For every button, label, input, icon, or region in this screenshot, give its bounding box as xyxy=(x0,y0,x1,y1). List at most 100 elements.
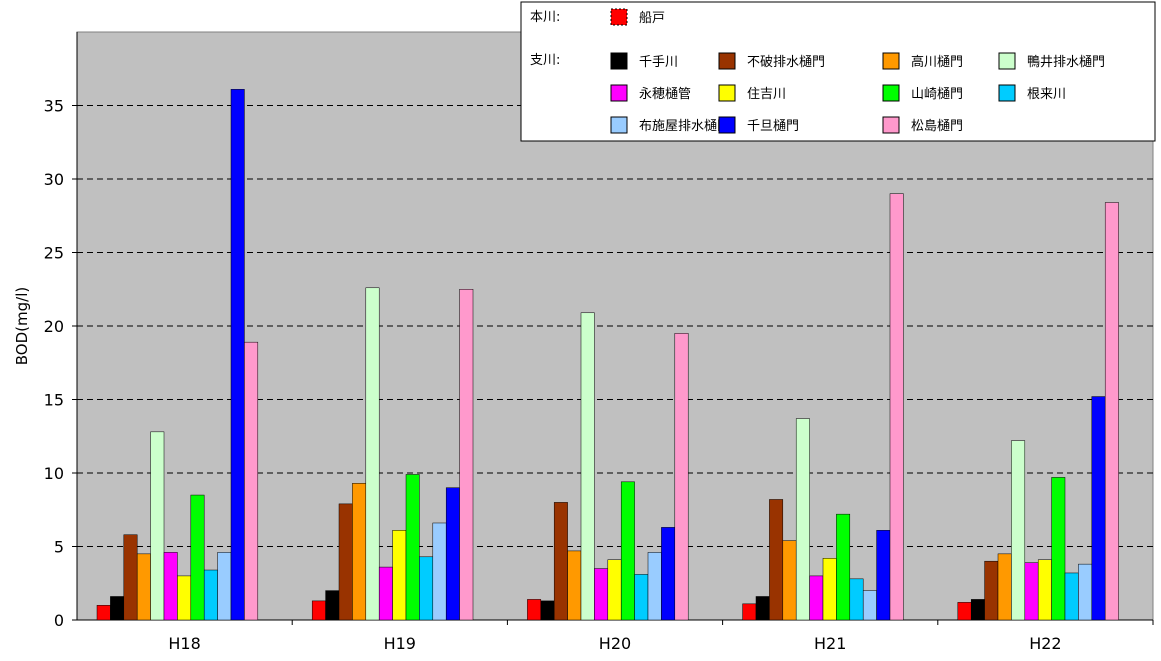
bar xyxy=(742,603,757,621)
bar xyxy=(540,600,555,621)
legend-label: 千旦樋門 xyxy=(747,118,799,134)
bar xyxy=(553,502,568,621)
bar xyxy=(392,530,407,621)
bar xyxy=(674,333,689,621)
bar xyxy=(862,590,877,621)
y-tick-label: 30 xyxy=(44,170,64,189)
bar xyxy=(607,559,622,621)
bar xyxy=(325,590,340,621)
y-tick-label: 10 xyxy=(44,464,64,483)
legend-swatch xyxy=(718,52,736,70)
bar xyxy=(1091,396,1106,621)
bar xyxy=(311,600,326,621)
bar xyxy=(647,552,662,621)
bar xyxy=(620,481,635,621)
bar xyxy=(594,568,609,621)
bar xyxy=(1037,559,1052,621)
bar xyxy=(177,575,192,621)
legend-swatch xyxy=(882,52,900,70)
y-tick-label: 0 xyxy=(54,611,64,630)
bar xyxy=(432,522,447,621)
legend-swatch xyxy=(882,84,900,102)
y-tick-label: 20 xyxy=(44,317,64,336)
legend-label: 永穂樋管 xyxy=(639,86,691,102)
legend-swatch xyxy=(718,84,736,102)
y-tick-label: 15 xyxy=(44,391,64,410)
x-tick-label: H21 xyxy=(814,634,846,653)
bar xyxy=(1024,562,1039,621)
bar xyxy=(1078,563,1093,621)
bar xyxy=(957,602,972,621)
bar xyxy=(795,418,810,621)
bar xyxy=(984,560,999,621)
bar xyxy=(203,569,218,621)
x-tick-label: H18 xyxy=(168,634,200,653)
legend-swatch xyxy=(998,84,1016,102)
bar xyxy=(378,566,393,621)
bar xyxy=(136,553,151,621)
bar xyxy=(634,574,649,621)
bar xyxy=(96,605,111,621)
bar xyxy=(459,289,474,621)
bar xyxy=(970,599,985,621)
legend-label: 高川樋門 xyxy=(911,54,963,70)
bar xyxy=(876,530,891,621)
legend-swatch xyxy=(718,116,736,134)
bar xyxy=(661,527,676,621)
legend-group-label: 本川: xyxy=(530,10,560,25)
legend-swatch xyxy=(998,52,1016,70)
bar xyxy=(527,599,542,621)
legend-label: 根来川 xyxy=(1027,87,1066,102)
bar xyxy=(365,287,380,621)
bar xyxy=(1011,440,1026,621)
bar xyxy=(190,494,205,621)
legend-swatch xyxy=(610,8,628,26)
bar xyxy=(1104,202,1119,621)
x-tick-label: H19 xyxy=(384,634,416,653)
bar xyxy=(997,553,1012,621)
legend-label: 千手川 xyxy=(639,55,678,70)
y-tick-label: 25 xyxy=(44,244,64,263)
legend-label: 住吉川 xyxy=(747,87,786,102)
bar xyxy=(419,556,434,621)
bar xyxy=(163,552,178,621)
y-tick-label: 35 xyxy=(44,97,64,116)
bar xyxy=(755,596,770,621)
legend-label: 船戸 xyxy=(639,11,665,26)
bar xyxy=(123,534,138,621)
bar xyxy=(782,540,797,621)
x-tick-label: H20 xyxy=(599,634,631,653)
bar xyxy=(580,312,595,621)
legend-swatch xyxy=(610,52,628,70)
legend-label: 松島樋門 xyxy=(911,118,963,134)
bar xyxy=(822,558,837,621)
bar xyxy=(849,578,864,621)
bar xyxy=(244,341,259,621)
bar xyxy=(445,487,460,621)
legend-label: 山崎樋門 xyxy=(911,86,963,102)
bar xyxy=(230,89,245,621)
legend-swatch xyxy=(610,84,628,102)
bar xyxy=(1051,477,1066,621)
bar xyxy=(150,431,165,621)
legend-group-label: 支川: xyxy=(530,53,560,68)
x-tick-label: H22 xyxy=(1029,634,1061,653)
y-tick-label: 5 xyxy=(54,538,64,557)
bar xyxy=(769,499,784,621)
y-axis-title: BOD(mg/l) xyxy=(13,287,31,365)
legend-swatch xyxy=(882,116,900,134)
legend-label: 布施屋排水樋門 xyxy=(639,118,730,134)
bar xyxy=(217,552,232,621)
legend-swatch xyxy=(610,116,628,134)
bar xyxy=(889,193,904,621)
bar xyxy=(405,474,420,621)
bar xyxy=(110,596,125,621)
legend-label: 鴨井排水樋門 xyxy=(1027,54,1105,70)
bar xyxy=(338,503,353,621)
bar xyxy=(1064,572,1079,621)
bar xyxy=(352,483,367,621)
bar xyxy=(567,550,582,621)
bar xyxy=(809,575,824,621)
bar xyxy=(836,513,851,621)
